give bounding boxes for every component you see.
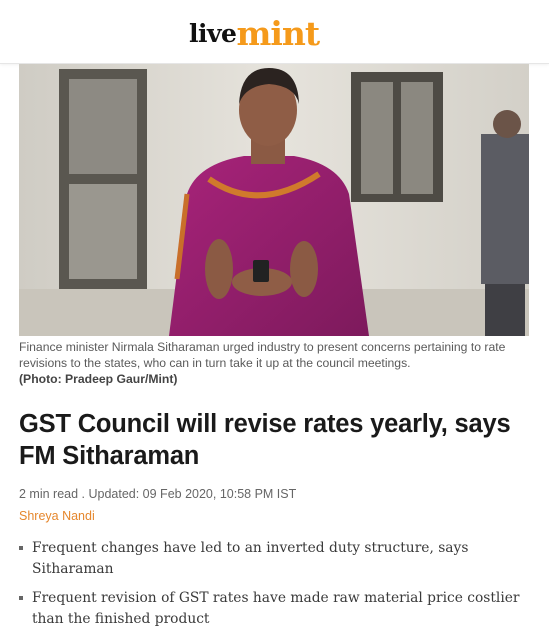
photo-caption: Finance minister Nirmala Sitharaman urge… xyxy=(19,339,534,387)
summary-item-text: Frequent changes have led to an inverted… xyxy=(32,540,469,577)
caption-text: Finance minister Nirmala Sitharaman urge… xyxy=(19,340,506,370)
bullet-icon xyxy=(19,546,23,550)
hero-photo xyxy=(19,64,529,336)
article-summary-list: Frequent changes have led to an inverted… xyxy=(19,538,534,637)
summary-item: Frequent changes have led to an inverted… xyxy=(19,538,534,580)
site-header: live mint xyxy=(0,0,549,64)
summary-item-text: Frequent revision of GST rates have made… xyxy=(32,590,520,627)
logo-text-mint: mint xyxy=(236,14,320,53)
photo-credit: (Photo: Pradeep Gaur/Mint) xyxy=(19,372,178,386)
hero-photo-illustration xyxy=(19,64,529,336)
summary-item: Frequent revision of GST rates have made… xyxy=(19,588,534,630)
bullet-icon xyxy=(19,596,23,600)
author-link[interactable]: Shreya Nandi xyxy=(19,509,95,523)
article-headline: GST Council will revise rates yearly, sa… xyxy=(19,410,511,470)
logo-text-live: live xyxy=(189,19,237,48)
livemint-logo[interactable]: live mint xyxy=(189,12,320,53)
article-meta: 2 min read . Updated: 09 Feb 2020, 10:58… xyxy=(19,487,297,501)
